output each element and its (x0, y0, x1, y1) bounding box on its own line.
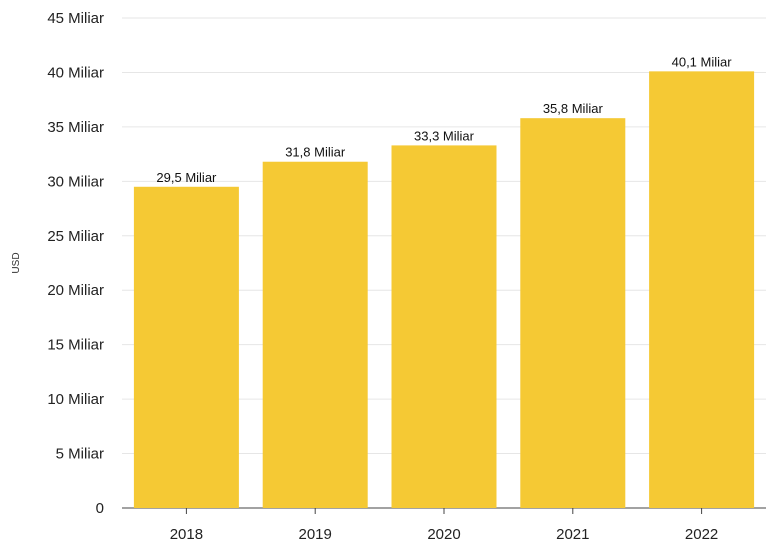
x-tick-label: 2020 (427, 526, 460, 543)
data-label: 40,1 Miliar (672, 54, 733, 69)
y-tick-label: 5 Miliar (56, 446, 104, 463)
y-tick-label: 45 Miliar (47, 10, 104, 27)
x-tick-label: 2021 (556, 526, 589, 543)
bar-2021[interactable] (520, 118, 626, 508)
data-label: 33,3 Miliar (414, 128, 475, 143)
x-tick-label: 2022 (685, 526, 718, 543)
bars (133, 71, 755, 508)
x-axis-ticks: 2018 2019 2020 2021 2022 (170, 508, 718, 543)
y-tick-label: 0 (96, 500, 104, 517)
bar-2019[interactable] (262, 161, 368, 508)
data-label: 29,5 Miliar (156, 170, 217, 185)
y-tick-label: 35 Miliar (47, 119, 104, 136)
y-tick-label: 30 Miliar (47, 173, 104, 190)
y-tick-label: 10 Miliar (47, 391, 104, 408)
bar-2018[interactable] (133, 186, 239, 508)
bar-2022[interactable] (649, 71, 755, 508)
data-label: 35,8 Miliar (543, 101, 604, 116)
x-tick-label: 2018 (170, 526, 203, 543)
y-tick-label: 20 Miliar (47, 282, 104, 299)
y-tick-label: 15 Miliar (47, 337, 104, 354)
y-tick-label: 25 Miliar (47, 228, 104, 245)
data-labels: 29,5 Miliar 31,8 Miliar 33,3 Miliar 35,8 Mi… (156, 54, 732, 184)
data-label: 31,8 Miliar (285, 145, 346, 160)
x-tick-label: 2019 (299, 526, 332, 543)
bar-2020[interactable] (391, 145, 497, 508)
y-axis-ticks: 0 5 Miliar 10 Miliar 15 Miliar 20 Miliar 25 M… (47, 10, 104, 517)
y-axis-title: USD (11, 252, 22, 273)
y-tick-label: 40 Miliar (47, 64, 104, 81)
